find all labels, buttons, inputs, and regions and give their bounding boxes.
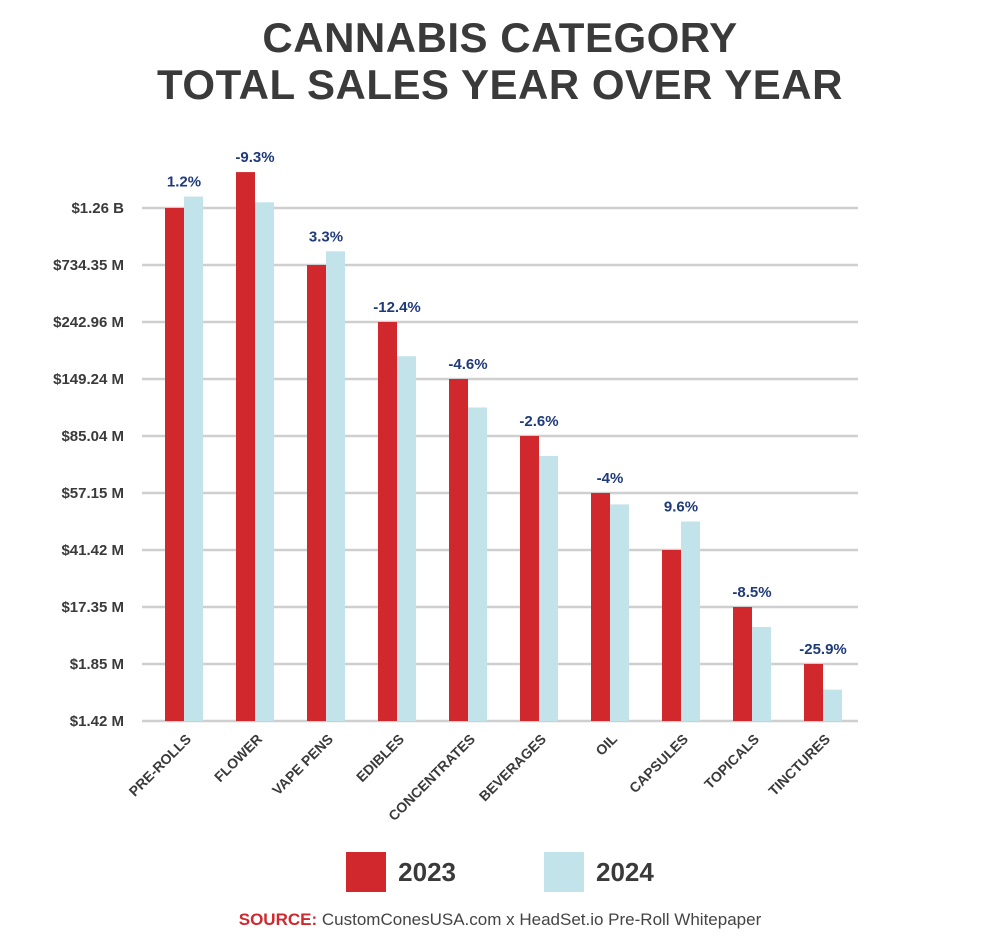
bar-2024-beverages	[539, 455, 558, 721]
y-tick-label-5: $85.04 M	[61, 428, 124, 445]
legend-swatch-2024	[544, 852, 584, 892]
y-tick-label-1: $1.85 M	[70, 656, 124, 673]
bar-2023-pre-rolls	[165, 208, 184, 721]
bar-2024-edibles	[397, 356, 416, 721]
legend-swatch-2023	[346, 852, 387, 892]
y-tick-label-8: $734.35 M	[53, 257, 124, 274]
bar-2023-beverages	[520, 436, 539, 721]
percent-change-label-pre-rolls: 1.2%	[167, 174, 201, 191]
x-category-label-edibles: EDIBLES	[353, 731, 407, 785]
bar-2023-tinctures	[804, 664, 823, 721]
bar-2024-concentrates	[468, 407, 487, 721]
chart-title: CANNABIS CATEGORY TOTAL SALES YEAR OVER …	[0, 14, 1000, 108]
x-category-label-flower: FLOWER	[211, 731, 265, 785]
bar-2024-oil	[610, 504, 629, 721]
percent-change-label-flower: -9.3%	[235, 149, 274, 166]
bar-2024-capsules	[681, 521, 700, 721]
percent-change-label-oil: -4%	[597, 470, 624, 487]
y-tick-label-4: $57.15 M	[61, 485, 124, 502]
y-tick-label-7: $242.96 M	[53, 314, 124, 331]
bar-2023-vape-pens	[307, 265, 326, 721]
legend-item-2023: 2023	[346, 852, 456, 892]
y-tick-label-3: $41.42 M	[61, 542, 124, 559]
x-category-label-capsules: CAPSULES	[626, 731, 691, 796]
legend-label-2024: 2024	[596, 856, 654, 887]
bar-2023-concentrates	[449, 379, 468, 721]
percent-change-label-tinctures: -25.9%	[799, 641, 847, 658]
bar-2023-oil	[591, 493, 610, 721]
legend: 2023 2024	[0, 852, 1000, 892]
bar-2024-flower	[255, 202, 274, 722]
x-category-label-beverages: BEVERAGES	[476, 731, 549, 804]
bar-2024-tinctures	[823, 689, 842, 721]
bar-2024-pre-rolls	[184, 196, 203, 722]
percent-change-label-topicals: -8.5%	[732, 584, 771, 601]
source-text: CustomConesUSA.com x HeadSet.io Pre-Roll…	[321, 910, 762, 929]
y-tick-label-9: $1.26 B	[71, 200, 124, 217]
percent-change-label-vape-pens: 3.3%	[309, 228, 343, 245]
percent-change-label-beverages: -2.6%	[519, 413, 558, 430]
x-category-label-topicals: TOPICALS	[701, 731, 762, 792]
bar-2024-vape-pens	[326, 251, 345, 721]
percent-change-label-capsules: 9.6%	[664, 499, 698, 516]
x-category-label-vape-pens: VAPE PENS	[269, 731, 336, 798]
bar-2023-topicals	[733, 607, 752, 721]
percent-change-label-concentrates: -4.6%	[448, 356, 487, 373]
bar-2024-topicals	[752, 626, 771, 721]
y-tick-label-6: $149.24 M	[53, 371, 124, 388]
bar-chart: $1.42 M $1.85 M $17.35 M $41.42 M $57.15 M $8…	[53, 149, 858, 824]
source-label: SOURCE:	[238, 910, 318, 929]
x-category-label-tinctures: TINCTURES	[765, 731, 833, 799]
legend-label-2023: 2023	[398, 856, 456, 887]
y-tick-label-2: $17.35 M	[61, 599, 124, 616]
bar-2023-capsules	[662, 550, 681, 721]
bar-2023-edibles	[378, 322, 397, 721]
percent-change-label-edibles: -12.4%	[373, 299, 421, 316]
x-category-label-oil: OIL	[592, 730, 620, 758]
y-tick-label-0: $1.42 M	[70, 713, 124, 730]
source-note: SOURCE: CustomConesUSA.com x HeadSet.io …	[0, 910, 1000, 930]
legend-item-2024: 2024	[544, 852, 654, 892]
x-category-label-pre-rolls: PRE-ROLLS	[126, 731, 195, 800]
chart-title-line-2: TOTAL SALES YEAR OVER YEAR	[157, 61, 843, 108]
bar-2023-flower	[236, 172, 255, 722]
chart-title-line-1: CANNABIS CATEGORY	[262, 14, 738, 61]
